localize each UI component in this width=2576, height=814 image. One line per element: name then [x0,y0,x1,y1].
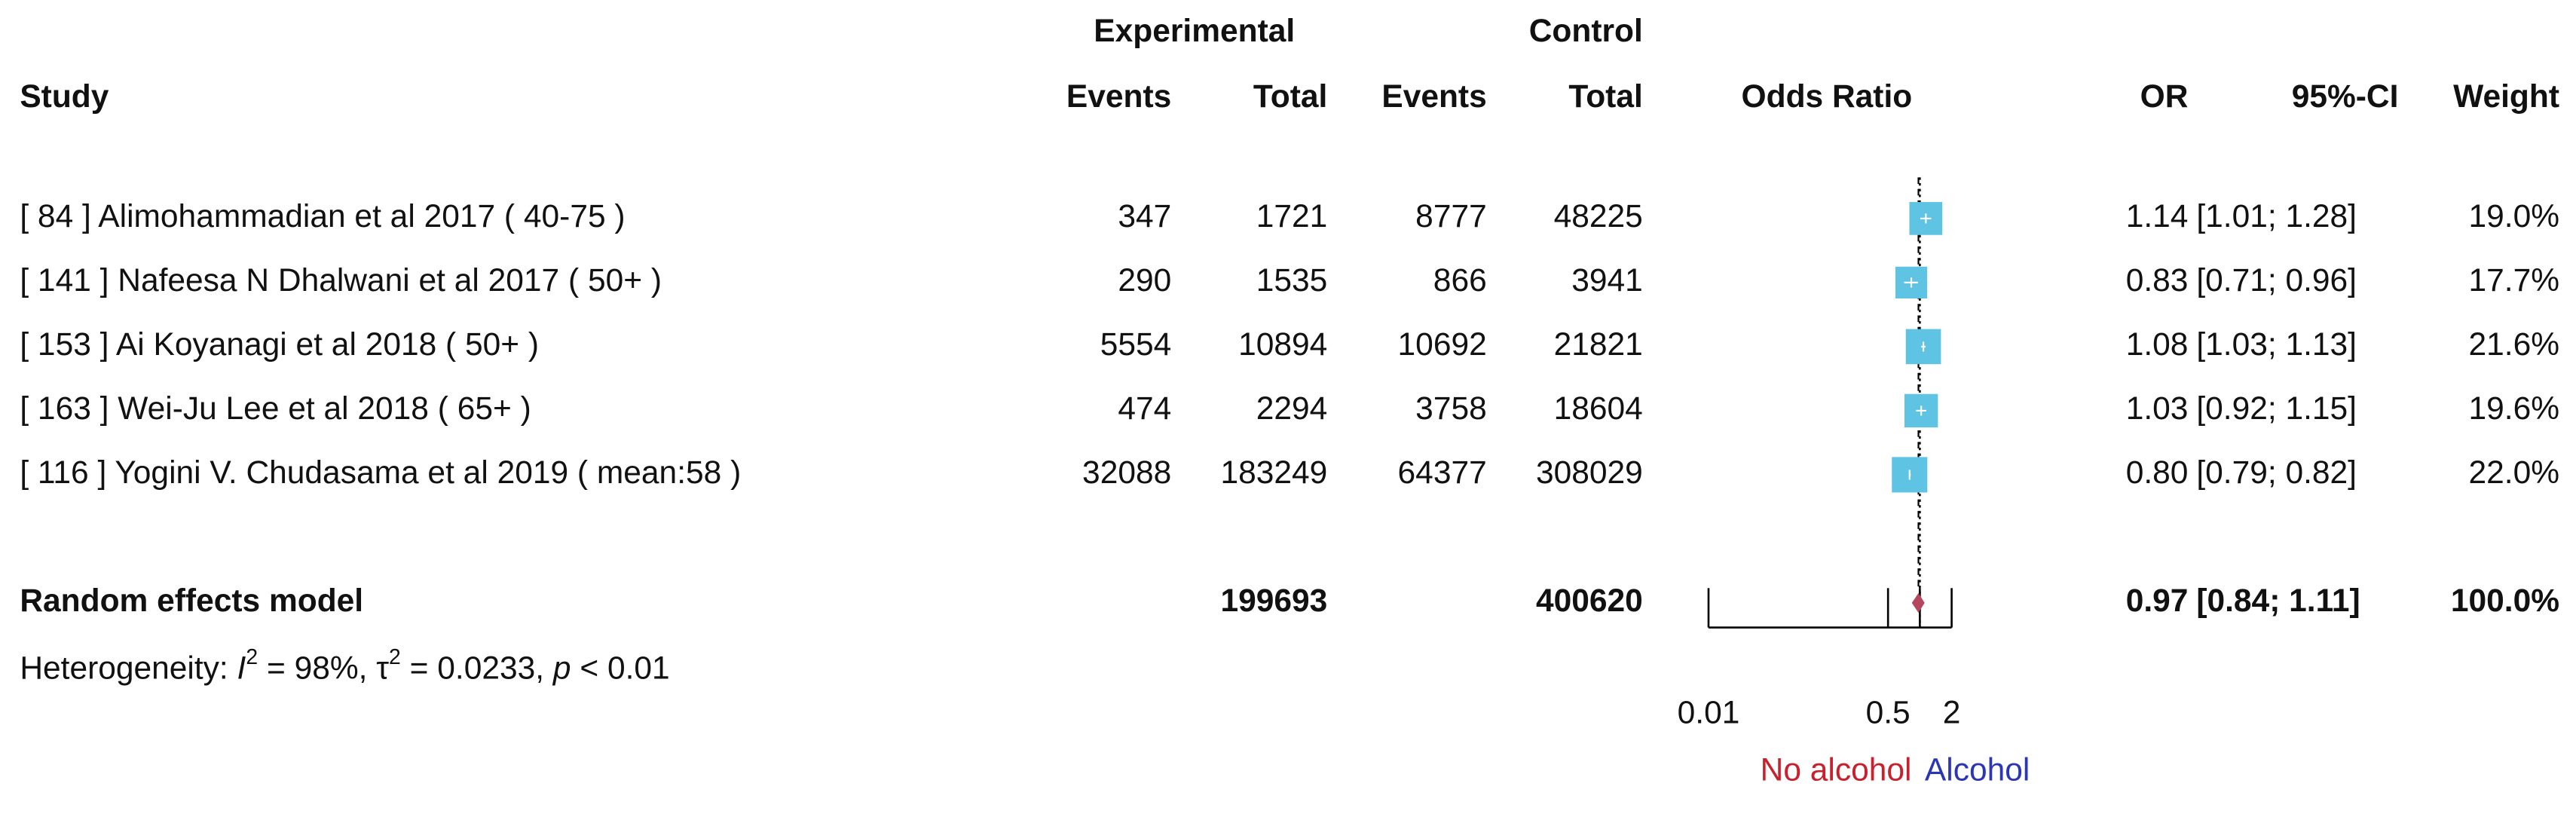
heterogeneity-text: 2 [389,646,401,670]
weight: 100.0% [2451,583,2559,619]
heterogeneity: Heterogeneity: I2 = 98%, τ2 = 0.0233, p … [20,646,669,687]
group-header: Control [1529,14,1643,49]
ctrl-total: 308029 [1536,455,1643,491]
study-name: [ 153 ] Ai Koyanagi et al 2018 ( 50+ ) [20,327,539,363]
x-tick-label: 0.5 [1866,695,1911,730]
exp-total: 2294 [1256,391,1328,427]
heterogeneity-text: p [552,651,571,687]
exp-total: 1535 [1256,263,1328,298]
exp-events: 5554 [1100,327,1172,363]
odds-ratio: 0.97 [2126,583,2189,619]
study-name: [ 84 ] Alimohammadian et al 2017 ( 40-75… [20,199,625,234]
study-name: [ 116 ] Yogini V. Chudasama et al 2019 (… [20,455,741,491]
ctrl-events: 64377 [1398,455,1487,491]
exp-events: 32088 [1082,455,1171,491]
odds-ratio: 1.14 [2126,199,2189,234]
ctrl-total: 400620 [1536,583,1643,619]
study-name: Random effects model [20,583,363,619]
exp-total: 199693 [1220,583,1327,619]
odds-ratio: 1.08 [2126,327,2189,363]
confidence-interval: [0.71; 0.96] [2196,263,2357,298]
ctrl-total: 48225 [1554,199,1643,234]
exp-events: 474 [1118,391,1171,427]
heterogeneity-text: 2 [246,646,258,670]
weight: 21.6% [2469,327,2560,363]
odds-ratio: 1.03 [2126,391,2189,427]
x-tick-label: 0.01 [1678,695,1740,730]
column-header: 95%-CI [2292,79,2399,115]
column-header: Total [1253,79,1327,115]
ctrl-total: 3941 [1571,263,1643,298]
heterogeneity-text: Heterogeneity: [20,651,237,687]
confidence-interval: [1.03; 1.13] [2196,327,2357,363]
column-header: Study [20,79,109,115]
exp-total: 183249 [1220,455,1327,491]
column-header: Weight [2453,79,2559,115]
group-header: Experimental [1094,14,1295,49]
heterogeneity-text: I [237,651,246,687]
study-name: [ 163 ] Wei-Ju Lee et al 2018 ( 65+ ) [20,391,531,427]
weight: 22.0% [2469,455,2560,491]
x-label-right: Alcohol [1925,753,2030,788]
x-label-left: No alcohol [1761,753,1912,788]
ctrl-total: 18604 [1554,391,1643,427]
x-tick-label: 2 [1943,695,1961,730]
ctrl-events: 866 [1433,263,1487,298]
odds-ratio: 0.80 [2126,455,2189,491]
column-header: Events [1381,79,1486,115]
weight: 19.0% [2469,199,2560,234]
column-header: Total [1568,79,1642,115]
ctrl-events: 8777 [1415,199,1487,234]
heterogeneity-text: τ [376,651,389,687]
heterogeneity-text: = 0.0233, [401,651,553,687]
column-header: OR [2140,79,2189,115]
odds-ratio: 0.83 [2126,263,2189,298]
confidence-interval: [0.92; 1.15] [2196,391,2357,427]
confidence-interval: [0.79; 0.82] [2196,455,2357,491]
pooled-diamond [1911,592,1925,613]
exp-total: 1721 [1256,199,1328,234]
study-name: [ 141 ] Nafeesa N Dhalwani et al 2017 ( … [20,263,662,298]
exp-events: 290 [1118,263,1171,298]
confidence-interval: [1.01; 1.28] [2196,199,2357,234]
heterogeneity-text: < 0.01 [571,651,670,687]
exp-events: 347 [1118,199,1171,234]
weight: 19.6% [2469,391,2560,427]
weight: 17.7% [2469,263,2560,298]
column-header: Odds Ratio [1742,79,1913,115]
ctrl-events: 3758 [1415,391,1487,427]
exp-total: 10894 [1238,327,1327,363]
ctrl-events: 10692 [1398,327,1487,363]
heterogeneity-text: = 98%, [258,651,376,687]
confidence-interval: [0.84; 1.11] [2196,583,2360,619]
ctrl-total: 21821 [1554,327,1643,363]
column-header: Events [1066,79,1171,115]
